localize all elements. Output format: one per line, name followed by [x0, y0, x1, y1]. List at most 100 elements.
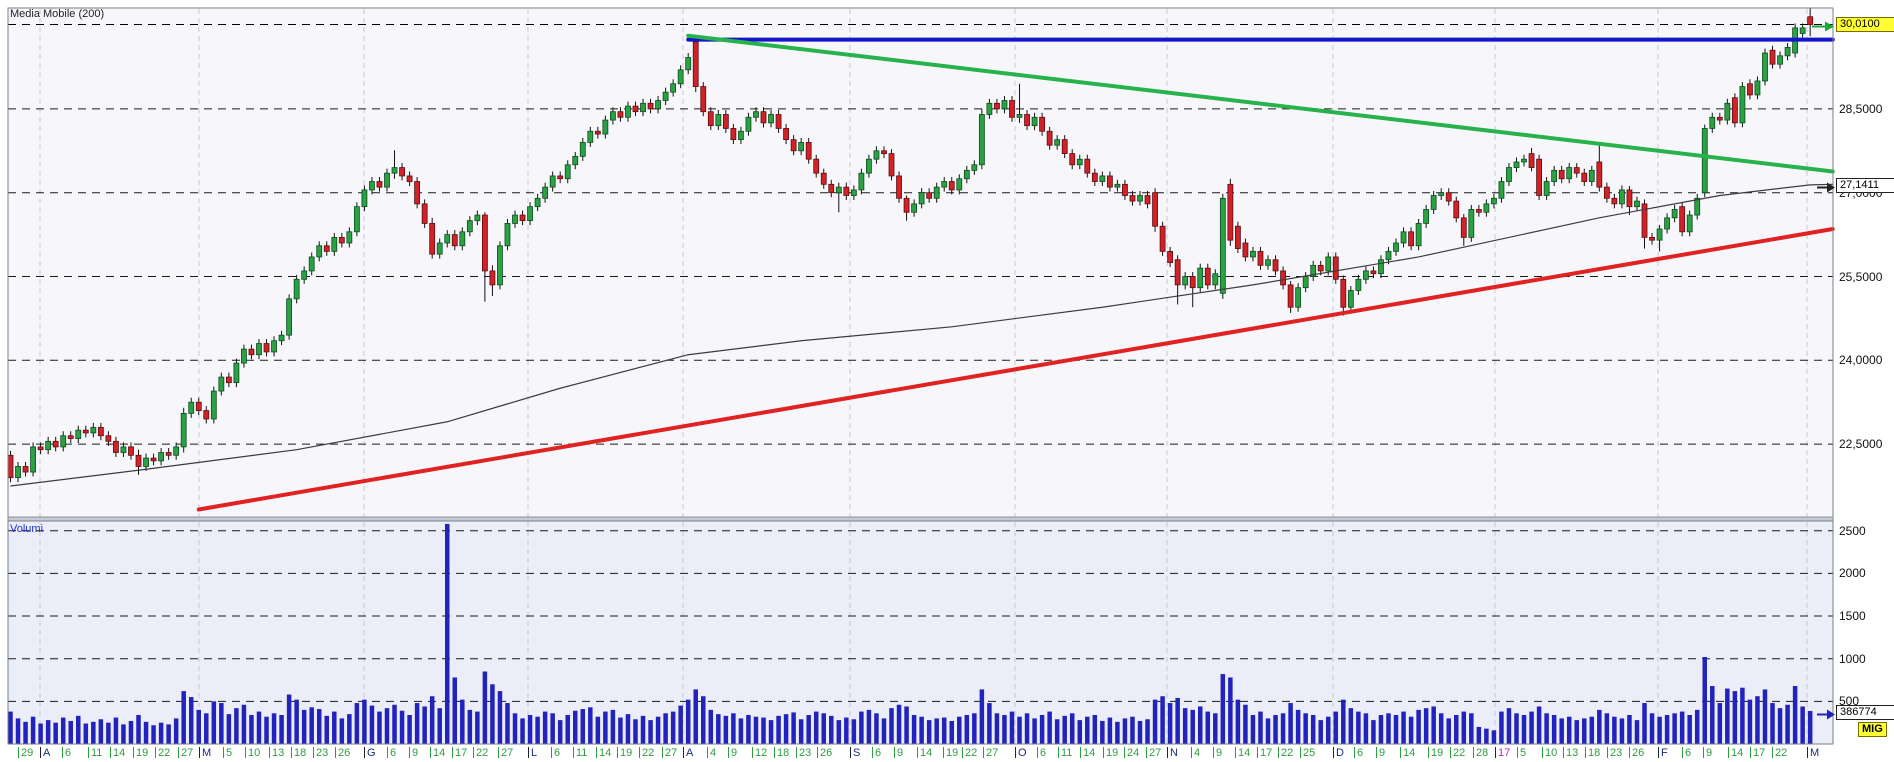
date-label-text: 22 [476, 747, 489, 759]
candle-down [1242, 242, 1249, 258]
date-label-text: 19 [620, 747, 633, 759]
volume-bar [1160, 696, 1165, 744]
volume-bar [768, 720, 774, 744]
candle-up [1438, 192, 1445, 196]
candle-down [248, 348, 255, 356]
date-label-text: N [1170, 747, 1178, 759]
volume-bar [309, 707, 314, 744]
volume-bar [1152, 699, 1158, 744]
volume-bar [45, 720, 51, 744]
candle-down [813, 158, 820, 174]
date-label-day: 27 [662, 747, 677, 759]
volume-bar [881, 718, 887, 744]
candle-down [1106, 175, 1113, 188]
date-label-day: 19 [1428, 747, 1443, 759]
date-label-text: 6 [1357, 747, 1364, 759]
volume-pane-border [7, 520, 1834, 745]
date-label-day: 27 [983, 747, 998, 759]
volume-bar [316, 709, 322, 744]
candle-up [1031, 116, 1038, 127]
date-label-day: 9 [728, 747, 737, 759]
date-tick [1146, 747, 1147, 758]
date-label-text: 19 [136, 747, 149, 759]
candle-up [753, 111, 759, 118]
candle-down [1257, 250, 1264, 266]
candle-down [37, 446, 44, 451]
candle-down [594, 130, 601, 135]
candle-down [1091, 172, 1098, 182]
candle-up [1016, 114, 1023, 118]
candle-down [399, 167, 405, 177]
date-label-day: 18 [291, 747, 306, 759]
candle-up [120, 446, 127, 453]
candle-up [1400, 231, 1407, 244]
candle-up [1197, 267, 1204, 289]
volume-bar [1295, 709, 1301, 744]
volume-bar [610, 709, 616, 744]
candle-down [692, 41, 699, 87]
date-label-day: 18 [774, 747, 789, 759]
candle-up [173, 446, 180, 456]
date-tick [817, 747, 818, 758]
candle-up [241, 348, 247, 364]
candle-up [233, 362, 240, 384]
volume-bar [911, 714, 917, 744]
date-label-day: 14 [110, 747, 125, 759]
candle-down [225, 376, 232, 384]
candle-down [1807, 16, 1814, 25]
volume-bar [1589, 716, 1595, 744]
volume-bar [294, 699, 299, 744]
date-tick [1213, 747, 1214, 758]
date-label-day: 22 [155, 747, 170, 759]
candle-up [858, 172, 865, 191]
candle-up [1543, 181, 1550, 196]
candle-up [512, 214, 518, 224]
candle-down [135, 454, 142, 467]
volume-bar [76, 715, 81, 744]
volume-bar [633, 719, 638, 744]
candle-up [534, 197, 541, 208]
candle-down [1061, 139, 1068, 154]
volume-bar [798, 719, 804, 744]
volume-bar [829, 715, 834, 744]
candle-down [1611, 197, 1618, 205]
candle-up [1513, 161, 1520, 168]
candle-up [1686, 214, 1693, 233]
candle-down [617, 111, 624, 118]
volume-bar [1792, 685, 1798, 744]
candle-up [1363, 270, 1369, 280]
candle-up [978, 114, 985, 166]
candle-up [1754, 80, 1761, 96]
candle-up [1739, 86, 1746, 124]
volume-bar [226, 714, 232, 744]
date-label-text: 6 [1040, 747, 1047, 759]
date-label-text: 23 [1610, 747, 1623, 759]
volume-bar [1710, 685, 1715, 744]
candle-up [180, 412, 187, 448]
volume-bar [836, 720, 842, 744]
candle-down [1227, 183, 1234, 241]
candle-down [828, 183, 835, 194]
date-label-year: 17 [1495, 747, 1510, 759]
candle-down [783, 128, 789, 141]
volume-bar [1182, 708, 1188, 744]
price-tick-label: 25,5000 [1839, 269, 1883, 284]
volume-bar [1619, 718, 1625, 744]
volume-bar [399, 710, 405, 744]
date-label-day: 12 [752, 747, 767, 759]
candle-down [1716, 116, 1723, 121]
date-label-text: 27 [501, 747, 514, 759]
date-tick [1235, 747, 1236, 758]
volume-bar [949, 720, 954, 744]
volume-bar [1130, 716, 1135, 744]
volume-bar [806, 714, 811, 744]
volume-bar [1235, 699, 1241, 744]
date-tick [1703, 747, 1704, 758]
candle-up [1325, 256, 1332, 272]
candle-up [1076, 158, 1083, 166]
candle-up [1385, 250, 1392, 261]
volume-bar [1047, 711, 1052, 744]
volume-bar [113, 717, 119, 744]
volume-bar [678, 705, 683, 744]
